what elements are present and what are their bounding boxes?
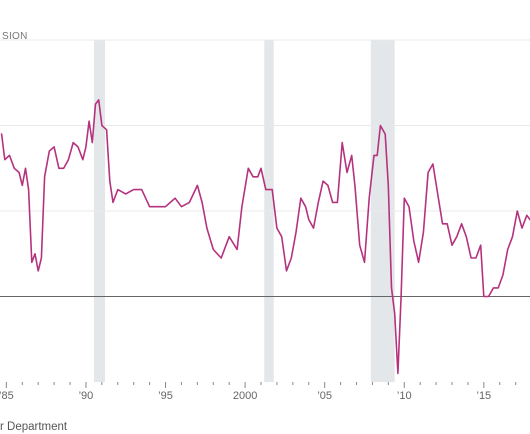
y-axis-unit-label: SION — [2, 31, 28, 42]
source-note: r Department — [0, 421, 68, 433]
x-tick-label-1995: ’95 — [158, 390, 173, 402]
x-tick-label-2015: ’15 — [477, 390, 492, 402]
x-tick-label-2005: ’05 — [317, 390, 332, 402]
series — [0, 99, 530, 375]
x-tick-label-2010: ’10 — [397, 390, 412, 402]
x-tick-label-2000: 2000 — [233, 390, 257, 402]
x-tick-label-1990: ’90 — [79, 390, 94, 402]
x-tick-label-1985: ’85 — [0, 390, 14, 402]
x-axis: ’85 ’90 ’95 2000 ’05 ’10 ’15 — [0, 382, 517, 402]
series-line-1 — [0, 99, 530, 375]
